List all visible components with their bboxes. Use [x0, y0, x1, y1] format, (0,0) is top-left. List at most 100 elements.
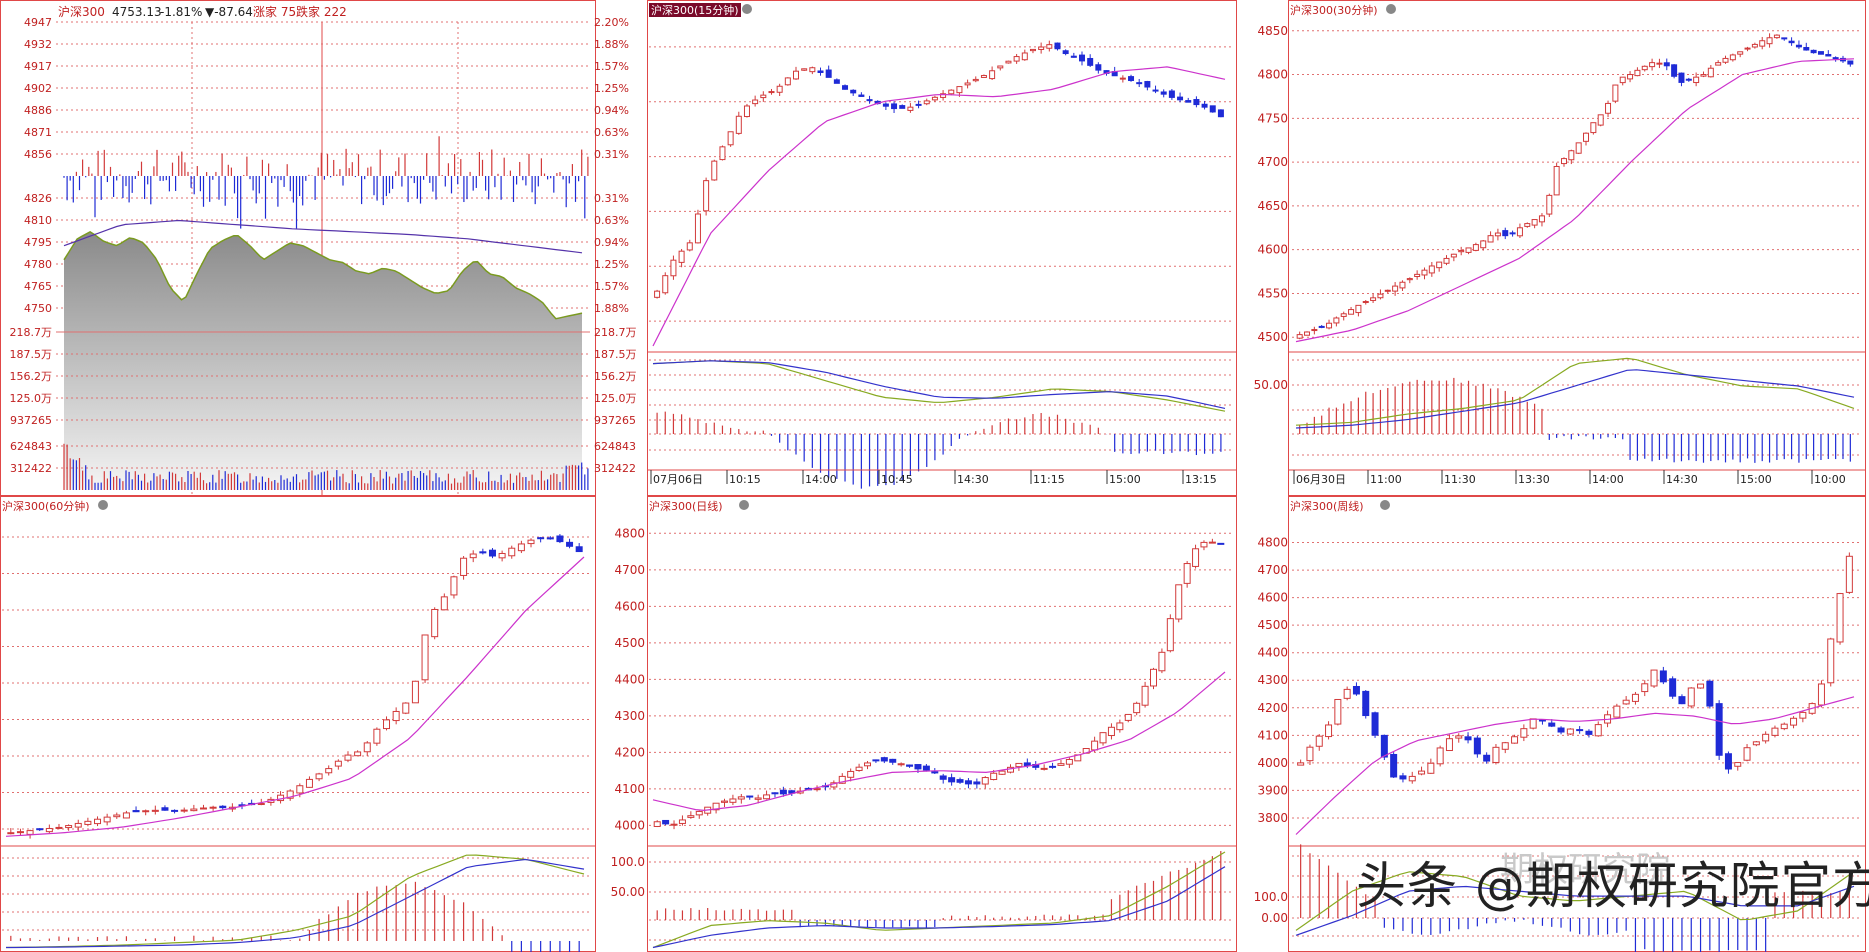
candle: [517, 543, 525, 552]
candle: [694, 213, 701, 244]
candle: [1678, 696, 1686, 705]
x-tick: 15:00: [1109, 473, 1141, 486]
candle: [1362, 301, 1369, 304]
y-tick: 4800: [614, 526, 645, 540]
y-tick-right: 1.88%: [594, 38, 629, 51]
dif-line: [1295, 357, 1855, 426]
candle: [498, 552, 506, 559]
candle: [286, 790, 294, 799]
candle: [1465, 247, 1472, 253]
candle: [1847, 60, 1854, 65]
candle: [746, 795, 754, 798]
candle: [1759, 40, 1766, 47]
candle: [1384, 289, 1391, 292]
candle: [771, 792, 779, 795]
y-tick: 4917: [24, 60, 52, 73]
candle: [171, 809, 179, 812]
candle: [1091, 740, 1099, 751]
y-tick: 4100: [614, 782, 645, 796]
candle: [678, 250, 685, 263]
x-tick: 14:00: [1592, 473, 1624, 486]
x-tick: 11:00: [1370, 473, 1402, 486]
candle: [1377, 293, 1384, 299]
candle: [1079, 54, 1085, 62]
candle: [972, 78, 979, 82]
candle: [1355, 304, 1362, 314]
candle: [899, 105, 906, 109]
candle: [450, 576, 458, 596]
candle: [1762, 733, 1770, 742]
candle: [1707, 67, 1714, 78]
candle: [1780, 723, 1788, 730]
chart-title: 沪深300(60分钟): [2, 499, 90, 513]
candle: [1492, 746, 1500, 763]
candle: [891, 103, 898, 110]
y-tick-right: 1.57%: [594, 280, 629, 293]
dropdown-icon: [742, 4, 752, 14]
candle: [1040, 767, 1048, 770]
candle: [1669, 678, 1677, 697]
candle: [1348, 309, 1355, 315]
y-tick-right: 1.57%: [594, 60, 629, 73]
candle: [1311, 329, 1318, 332]
last-price: 4753.13: [112, 5, 162, 19]
candle: [1524, 223, 1531, 227]
candle: [768, 91, 775, 94]
candle: [180, 809, 188, 812]
candle: [122, 812, 130, 819]
candle: [1516, 227, 1523, 237]
candle: [1472, 244, 1479, 251]
candle: [923, 100, 930, 105]
y-tick: 4500: [614, 636, 645, 650]
candle: [1480, 240, 1487, 249]
candle: [1605, 102, 1612, 114]
x-tick: 06月30日: [1296, 473, 1346, 486]
candle: [1370, 297, 1377, 301]
x-tick: 14:00: [805, 473, 837, 486]
candle: [1334, 698, 1342, 725]
ma-line: [1295, 58, 1855, 343]
candle: [1436, 747, 1444, 765]
avg-line: [63, 219, 583, 254]
candle: [1788, 40, 1795, 44]
candle: [1810, 49, 1817, 54]
candle: [686, 242, 693, 251]
candle: [546, 537, 554, 540]
candle: [1803, 47, 1810, 51]
daily-panel: 沪深300(日线) 4800 4700 4600 4500 4400 4300 4200 410…: [611, 496, 1237, 952]
x-tick: 13:15: [1185, 473, 1217, 486]
candle: [411, 680, 419, 704]
candle: [817, 70, 824, 73]
y-tick: 312422: [10, 462, 52, 475]
y-tick: 4886: [24, 104, 52, 117]
candle: [866, 99, 873, 102]
dea-line: [652, 360, 1226, 409]
candle: [1070, 55, 1077, 58]
candle: [373, 728, 381, 744]
candle: [776, 85, 783, 93]
y-tick: 4000: [614, 818, 645, 832]
candle: [508, 547, 516, 557]
candle: [1678, 72, 1685, 83]
candle: [1817, 683, 1825, 706]
candle: [1021, 52, 1028, 61]
y-tick: 4300: [1257, 673, 1288, 687]
x-tick: 15:00: [1740, 473, 1772, 486]
candle: [1548, 722, 1556, 727]
candle: [1406, 278, 1413, 281]
candle: [729, 798, 737, 803]
x-tick: 10:15: [729, 473, 761, 486]
candle: [1458, 250, 1465, 253]
macd-tick: 0.00: [1261, 911, 1288, 925]
candle: [1781, 37, 1788, 40]
candle: [1634, 69, 1641, 77]
candle: [1116, 722, 1124, 731]
candle: [727, 131, 734, 146]
candle: [1414, 273, 1421, 278]
candle: [793, 70, 799, 80]
candle: [1650, 669, 1658, 687]
candle: [1641, 683, 1649, 693]
candle: [151, 809, 159, 812]
macd-tick: 50.00: [611, 885, 645, 899]
candle: [990, 772, 998, 781]
